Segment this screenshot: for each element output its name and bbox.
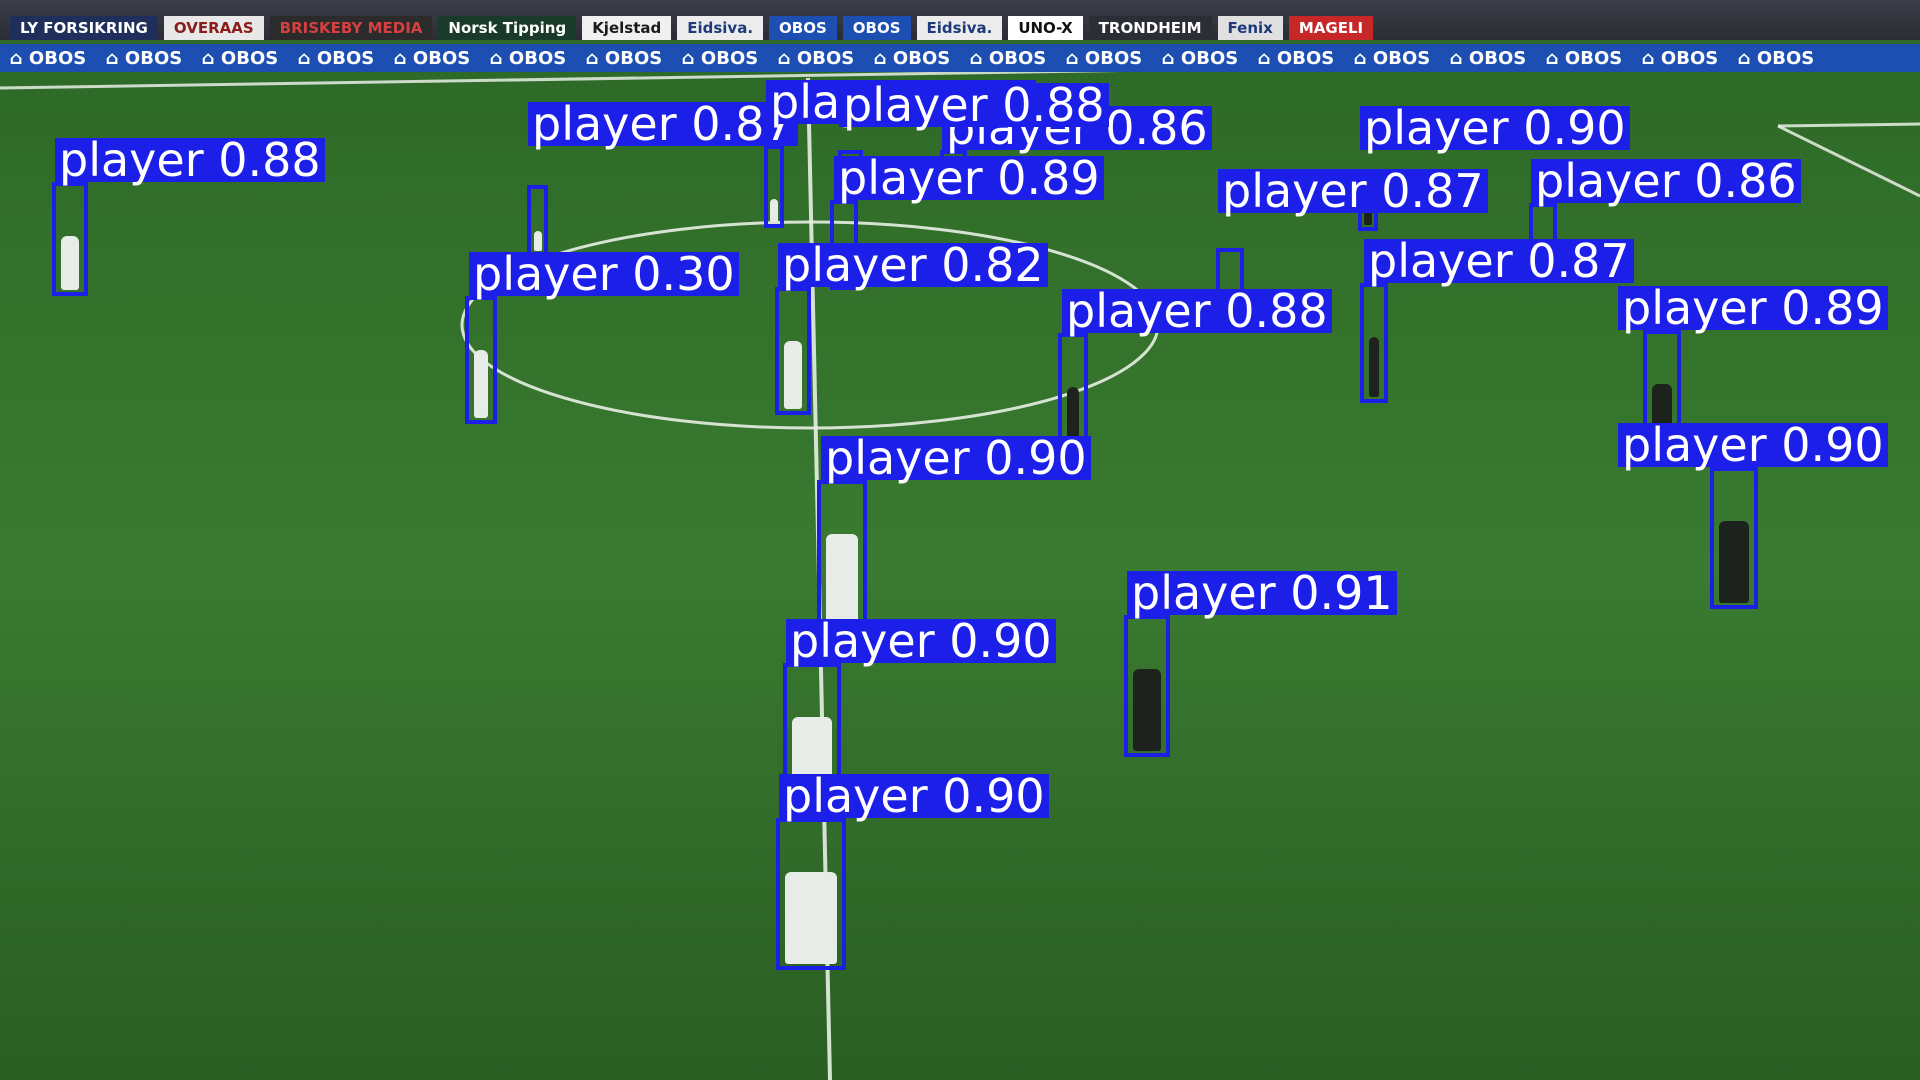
detection-label: player 0.90 — [779, 773, 1049, 819]
obos-logo: ⌂ OBOS — [1545, 47, 1623, 69]
player-figure — [785, 872, 837, 964]
ad-board-item: OBOS — [769, 16, 837, 40]
obos-logo: ⌂ OBOS — [1737, 47, 1815, 69]
detection-box — [1710, 467, 1758, 609]
detection-label: player 0.89 — [834, 155, 1104, 201]
obos-logo: ⌂ OBOS — [297, 47, 375, 69]
obos-logo: ⌂ OBOS — [777, 47, 855, 69]
detection-label: player 0.87 — [1364, 238, 1634, 284]
ad-board-item: TRONDHEIM — [1088, 16, 1212, 40]
detection-label: player 0.90 — [1618, 422, 1888, 468]
player-figure — [1133, 669, 1161, 751]
penalty-area-line — [1777, 124, 1920, 198]
ad-board-item: Fenix — [1217, 16, 1283, 40]
player-figure — [770, 199, 778, 222]
detection-box — [465, 296, 497, 424]
obos-logo: ⌂ OBOS — [1161, 47, 1239, 69]
detection-box — [764, 145, 784, 228]
ad-board-item: MAGELI — [1288, 16, 1374, 40]
detection-label: player 0.87 — [1218, 168, 1488, 214]
detection-box — [1124, 615, 1170, 757]
ad-board-item: OVERAAS — [163, 16, 264, 40]
detection-label: player 0.89 — [1618, 285, 1888, 331]
detection-label: player 0.88 — [55, 137, 325, 183]
detection-label: player 0.86 — [1531, 158, 1801, 204]
obos-logo: ⌂ OBOS — [1257, 47, 1335, 69]
penalty-area-line — [1777, 122, 1920, 128]
detection-label: player 0.91 — [1127, 570, 1397, 616]
ad-board-top: LY FORSIKRING OVERAAS BRISKEBY MEDIA Norsk … — [0, 16, 1920, 44]
obos-logo: ⌂ OBOS — [9, 47, 87, 69]
ad-board-item: Norsk Tipping — [438, 16, 577, 40]
obos-logo: ⌂ OBOS — [393, 47, 471, 69]
obos-logo: ⌂ OBOS — [681, 47, 759, 69]
obos-logo: ⌂ OBOS — [585, 47, 663, 69]
detection-label: player 0.90 — [786, 618, 1056, 664]
detection-box — [817, 480, 867, 628]
detection-label: player 0.87 — [528, 101, 798, 147]
detection-label: player 0.30 — [469, 251, 739, 297]
obos-logo: ⌂ OBOS — [1641, 47, 1719, 69]
detection-box — [1360, 283, 1388, 403]
detection-box — [52, 182, 88, 296]
player-figure — [474, 350, 488, 418]
ad-board-item: OBOS — [842, 16, 911, 40]
detection-label: player 0.90 — [821, 435, 1091, 481]
ad-board-item: Eidsiva. — [677, 16, 764, 40]
player-figure — [1369, 337, 1379, 397]
detection-label: player 0.88 — [839, 82, 1109, 128]
detection-label: player 0.82 — [778, 242, 1048, 288]
detection-box — [775, 287, 811, 415]
player-figure — [784, 341, 802, 409]
obos-logo: ⌂ OBOS — [969, 47, 1047, 69]
obos-logo: ⌂ OBOS — [201, 47, 279, 69]
player-figure — [533, 231, 542, 251]
detection-label: player 0.88 — [1062, 288, 1332, 334]
detection-box — [776, 818, 846, 970]
obos-logo: ⌂ OBOS — [1449, 47, 1527, 69]
player-figure — [1719, 521, 1749, 603]
ad-board-item: Kjelstad — [582, 16, 672, 40]
pitch-turf — [0, 60, 1920, 1080]
player-figure — [826, 534, 858, 622]
ad-board-item: BRISKEBY MEDIA — [269, 16, 433, 40]
obos-logo: ⌂ OBOS — [489, 47, 567, 69]
player-figure — [1364, 205, 1372, 225]
obos-logo: ⌂ OBOS — [1065, 47, 1143, 69]
player-figure — [61, 236, 79, 290]
ad-board-item: Eidsiva. — [916, 16, 1003, 40]
obos-logo: ⌂ OBOS — [873, 47, 951, 69]
ad-board-item: UNO-X — [1008, 16, 1083, 40]
ad-board-item: LY FORSIKRING — [10, 16, 158, 40]
detection-label: player 0.90 — [1360, 105, 1630, 151]
obos-logo: ⌂ OBOS — [105, 47, 183, 69]
obos-logo: ⌂ OBOS — [1353, 47, 1431, 69]
ad-board-obos: ⌂ OBOS ⌂ OBOS ⌂ OBOS ⌂ OBOS ⌂ OBOS ⌂ OBOS ⌂ OB… — [0, 44, 1920, 72]
